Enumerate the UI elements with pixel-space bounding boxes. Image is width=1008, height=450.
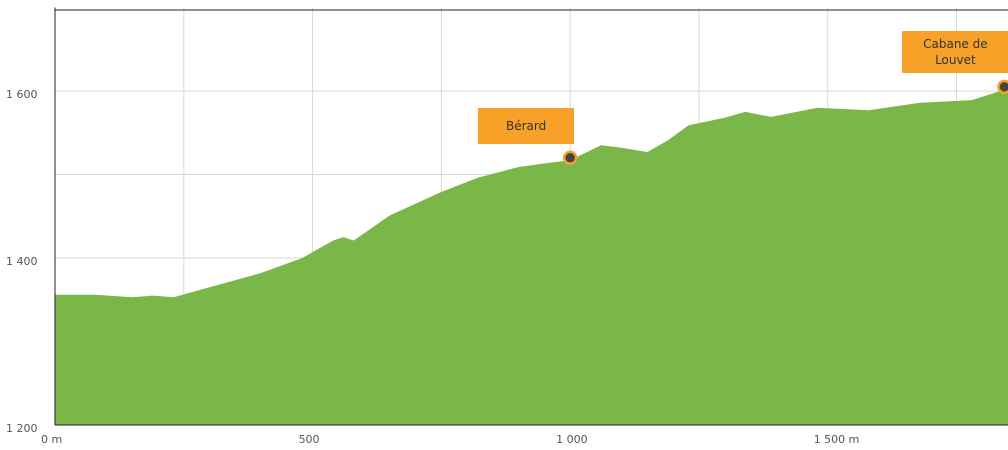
annotation-label: Cabane de Louvet: [902, 30, 1008, 73]
x-tick-label: 500: [299, 433, 320, 446]
y-tick-label: 1 400: [6, 255, 38, 268]
x-tick-label: 0 m: [41, 433, 62, 446]
annotation-label: Bérard: [478, 107, 575, 144]
x-tick-label: 1 500 m: [814, 433, 860, 446]
y-tick-label: 1 600: [6, 88, 38, 101]
annotation-marker: [562, 150, 578, 166]
x-tick-label: 1 000: [556, 433, 588, 446]
elevation-area: [55, 88, 1008, 426]
annotation-marker: [997, 79, 1008, 95]
y-tick-label: 1 200: [6, 422, 38, 435]
